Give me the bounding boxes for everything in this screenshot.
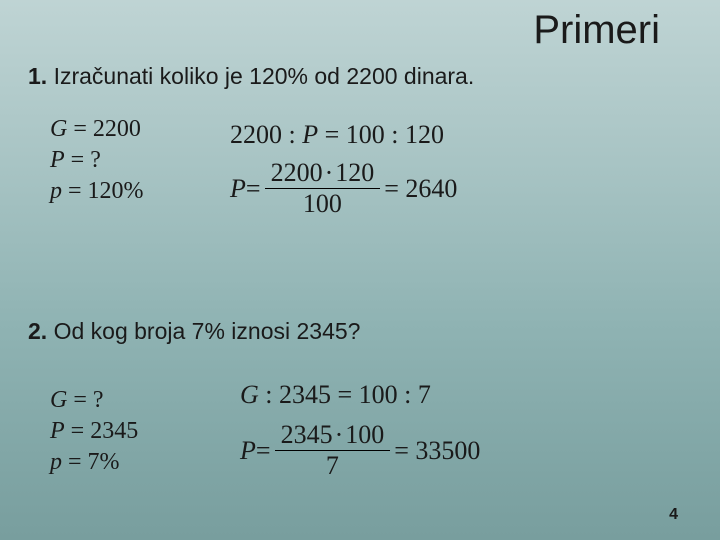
eq3-mid: : 2345 = 100 : 7	[259, 380, 431, 409]
page-number: 4	[669, 506, 678, 524]
eq1-lhs: 2200 :	[230, 120, 302, 149]
eq2-lhs: P	[230, 174, 246, 204]
eq1-var: P	[302, 120, 318, 149]
problem-2-text: 2. Od kog broja 7% iznosi 2345?	[28, 318, 720, 345]
eq2-frac: 2200·120 100	[265, 158, 381, 219]
problem-1-number: 1.	[28, 63, 47, 89]
eq1-rhs: = 100 : 120	[318, 120, 444, 149]
problem-2-eq2: P = 2345·100 7 = 33500	[240, 420, 480, 481]
eq3-lhs: G	[240, 380, 259, 409]
eq4-res: = 33500	[394, 436, 480, 466]
problem-2-number: 2.	[28, 318, 47, 344]
problem-2-eq1: G : 2345 = 100 : 7	[240, 380, 431, 410]
slide-title: Primeri	[0, 0, 720, 53]
problem-2-body: Od kog broja 7% iznosi 2345?	[47, 318, 360, 344]
eq4-eq: =	[256, 436, 271, 466]
problem-1-eq2: P = 2200·120 100 = 2640	[230, 158, 457, 219]
problem-1-text: 1. Izračunati koliko je 120% od 2200 din…	[28, 63, 720, 90]
problem-1-body: Izračunati koliko je 120% od 2200 dinara…	[47, 63, 474, 89]
eq4-lhs: P	[240, 436, 256, 466]
eq4-frac: 2345·100 7	[275, 420, 391, 481]
eq2-res: = 2640	[384, 174, 457, 204]
eq2-eq: =	[246, 174, 261, 204]
problem-1-eq1: 2200 : P = 100 : 120	[230, 120, 444, 150]
